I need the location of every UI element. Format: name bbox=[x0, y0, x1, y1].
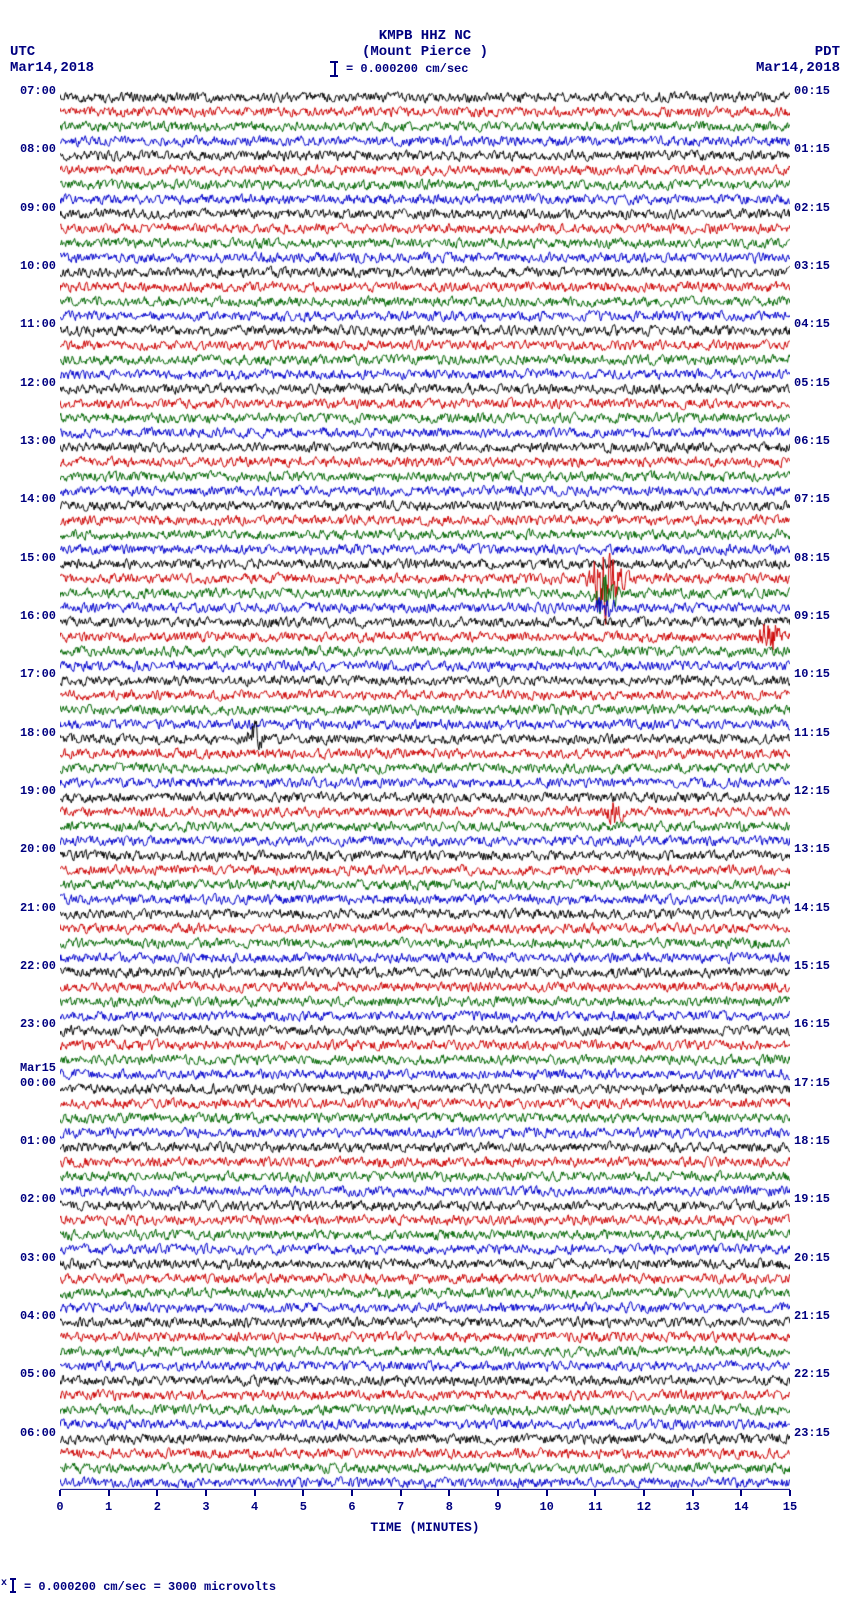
x-tick bbox=[205, 1490, 207, 1496]
x-tick-label: 3 bbox=[202, 1500, 209, 1514]
helicorder-page: KMPB HHZ NC (Mount Pierce ) = 0.000200 c… bbox=[0, 0, 850, 1613]
x-tick bbox=[400, 1490, 402, 1496]
y-label-right: 18:15 bbox=[794, 1134, 830, 1148]
x-tick bbox=[740, 1490, 742, 1496]
y-label-right: 23:15 bbox=[794, 1426, 830, 1440]
y-label-left: 06:00 bbox=[20, 1426, 56, 1440]
station-code: KMPB HHZ NC bbox=[379, 28, 471, 44]
y-label-left: 03:00 bbox=[20, 1251, 56, 1265]
x-tick-label: 14 bbox=[734, 1500, 748, 1514]
y-label-left: 17:00 bbox=[20, 667, 56, 681]
x-tick-label: 2 bbox=[154, 1500, 161, 1514]
x-axis-title: TIME (MINUTES) bbox=[370, 1520, 479, 1535]
y-label-right: 02:15 bbox=[794, 201, 830, 215]
y-label-right: 15:15 bbox=[794, 959, 830, 973]
y-label-right: 17:15 bbox=[794, 1076, 830, 1090]
station-location: (Mount Pierce ) bbox=[362, 44, 488, 60]
x-tick-label: 6 bbox=[348, 1500, 355, 1514]
x-tick-label: 11 bbox=[588, 1500, 602, 1514]
pdt-label: PDT bbox=[815, 44, 840, 60]
x-tick bbox=[302, 1490, 304, 1496]
y-label-left: 10:00 bbox=[20, 259, 56, 273]
x-tick-label: 9 bbox=[494, 1500, 501, 1514]
x-tick-label: 12 bbox=[637, 1500, 651, 1514]
x-tick bbox=[497, 1490, 499, 1496]
x-tick bbox=[789, 1490, 791, 1496]
footer-tick-bottom bbox=[10, 1591, 16, 1593]
y-label-right: 07:15 bbox=[794, 492, 830, 506]
y-label-left: 16:00 bbox=[20, 609, 56, 623]
y-label-right: 06:15 bbox=[794, 434, 830, 448]
x-tick bbox=[594, 1490, 596, 1496]
y-label-left: 07:00 bbox=[20, 84, 56, 98]
x-tick-label: 8 bbox=[446, 1500, 453, 1514]
y-label-left: 15:00 bbox=[20, 551, 56, 565]
y-label-left: 01:00 bbox=[20, 1134, 56, 1148]
y-label-left: 23:00 bbox=[20, 1017, 56, 1031]
y-label-right: 12:15 bbox=[794, 784, 830, 798]
y-label-right: 21:15 bbox=[794, 1309, 830, 1323]
x-tick-label: 0 bbox=[56, 1500, 63, 1514]
footer-text: = 0.000200 cm/sec = 3000 microvolts bbox=[24, 1580, 276, 1594]
y-label-right: 22:15 bbox=[794, 1367, 830, 1381]
y-label-right: 19:15 bbox=[794, 1192, 830, 1206]
y-label-right: 14:15 bbox=[794, 901, 830, 915]
x-tick-label: 5 bbox=[300, 1500, 307, 1514]
x-tick-label: 4 bbox=[251, 1500, 258, 1514]
x-tick-label: 13 bbox=[685, 1500, 699, 1514]
scale-tick-bottom bbox=[330, 75, 338, 77]
scale-tick-top bbox=[330, 61, 338, 63]
pdt-date: Mar14,2018 bbox=[756, 60, 840, 76]
y-label-left: 19:00 bbox=[20, 784, 56, 798]
y-label-left: 02:00 bbox=[20, 1192, 56, 1206]
seismogram-canvas bbox=[60, 90, 790, 1490]
y-label-left: 08:00 bbox=[20, 142, 56, 156]
scale-text: = 0.000200 cm/sec bbox=[346, 62, 468, 76]
y-label-right: 11:15 bbox=[794, 726, 830, 740]
y-label-left: 18:00 bbox=[20, 726, 56, 740]
y-label-left: 04:00 bbox=[20, 1309, 56, 1323]
x-tick bbox=[643, 1490, 645, 1496]
y-label-left: 11:00 bbox=[20, 317, 56, 331]
utc-date: Mar14,2018 bbox=[10, 60, 94, 76]
x-tick bbox=[108, 1490, 110, 1496]
y-label-right: 20:15 bbox=[794, 1251, 830, 1265]
x-tick-label: 7 bbox=[397, 1500, 404, 1514]
y-label-right: 01:15 bbox=[794, 142, 830, 156]
x-tick bbox=[156, 1490, 158, 1496]
y-label-right: 04:15 bbox=[794, 317, 830, 331]
x-tick bbox=[546, 1490, 548, 1496]
x-tick bbox=[351, 1490, 353, 1496]
x-tick-label: 1 bbox=[105, 1500, 112, 1514]
y-label-right: 00:15 bbox=[794, 84, 830, 98]
y-label-left: 13:00 bbox=[20, 434, 56, 448]
x-tick bbox=[448, 1490, 450, 1496]
footer-scale-bar-icon bbox=[12, 1578, 14, 1592]
plot-area bbox=[60, 90, 790, 1490]
y-label-left: 20:00 bbox=[20, 842, 56, 856]
y-label-right: 16:15 bbox=[794, 1017, 830, 1031]
y-label-right: 13:15 bbox=[794, 842, 830, 856]
y-label-right: 03:15 bbox=[794, 259, 830, 273]
scale-bar-icon bbox=[334, 62, 336, 76]
x-tick-label: 15 bbox=[783, 1500, 797, 1514]
y-label-right: 08:15 bbox=[794, 551, 830, 565]
y-label-left: 14:00 bbox=[20, 492, 56, 506]
y-label-left: 22:00 bbox=[20, 959, 56, 973]
x-tick bbox=[692, 1490, 694, 1496]
y-label-right: 09:15 bbox=[794, 609, 830, 623]
y-label-left: 05:00 bbox=[20, 1367, 56, 1381]
y-label-left: Mar15 bbox=[20, 1061, 56, 1075]
x-tick-label: 10 bbox=[539, 1500, 553, 1514]
y-label-right: 05:15 bbox=[794, 376, 830, 390]
y-label-left: 12:00 bbox=[20, 376, 56, 390]
utc-label: UTC bbox=[10, 44, 35, 60]
y-label-left: 00:00 bbox=[20, 1076, 56, 1090]
y-label-left: 21:00 bbox=[20, 901, 56, 915]
x-tick bbox=[254, 1490, 256, 1496]
y-label-left: 09:00 bbox=[20, 201, 56, 215]
y-label-right: 10:15 bbox=[794, 667, 830, 681]
x-tick bbox=[59, 1490, 61, 1496]
